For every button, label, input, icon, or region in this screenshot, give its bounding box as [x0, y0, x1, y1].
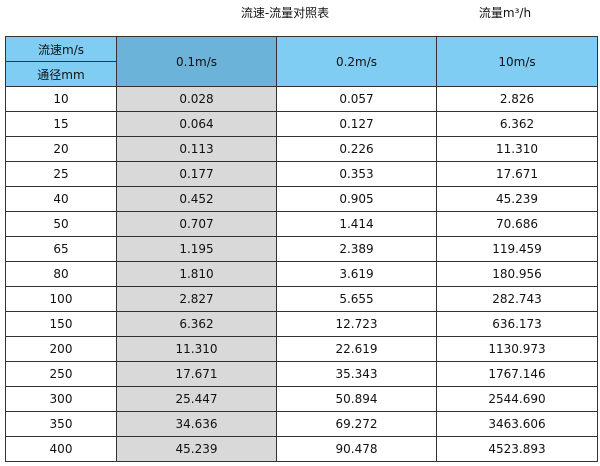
flow-cell: 45.239 [436, 186, 598, 212]
table-row: 150 6.362 12.723 636.173 [5, 311, 598, 337]
flow-cell: 34.636 [116, 411, 277, 437]
diameter-cell: 400 [5, 436, 117, 462]
flow-cell: 12.723 [276, 311, 437, 337]
flow-cell: 0.452 [116, 186, 277, 212]
flow-cell: 50.894 [276, 386, 437, 412]
table-row: 100 2.827 5.655 282.743 [5, 286, 598, 312]
diameter-cell: 250 [5, 361, 117, 387]
velocity-header: 流速m/s [5, 36, 117, 62]
flow-cell: 69.272 [276, 411, 437, 437]
flow-cell: 4523.893 [436, 436, 598, 462]
table-row: 25 0.177 0.353 17.671 [5, 161, 598, 187]
flow-cell: 6.362 [436, 111, 598, 137]
flow-cell: 5.655 [276, 286, 437, 312]
flow-cell: 2.389 [276, 236, 437, 262]
flow-cell: 17.671 [436, 161, 598, 187]
flow-cell: 282.743 [436, 286, 598, 312]
flow-cell: 1.414 [276, 211, 437, 237]
table-row: 50 0.707 1.414 70.686 [5, 211, 598, 237]
diameter-cell: 150 [5, 311, 117, 337]
flow-cell: 2.826 [436, 86, 598, 112]
table-row: 350 34.636 69.272 3463.606 [5, 411, 598, 437]
flow-cell: 0.057 [276, 86, 437, 112]
table-row: 200 11.310 22.619 1130.973 [5, 336, 598, 362]
table-row: 250 17.671 35.343 1767.146 [5, 361, 598, 387]
flow-cell: 11.310 [116, 336, 277, 362]
diameter-header: 通径mm [5, 61, 117, 87]
flow-cell: 636.173 [436, 311, 598, 337]
flow-cell: 0.707 [116, 211, 277, 237]
table-row: 20 0.113 0.226 11.310 [5, 136, 598, 162]
diameter-cell: 80 [5, 261, 117, 287]
diameter-cell: 100 [5, 286, 117, 312]
diameter-cell: 350 [5, 411, 117, 437]
flow-unit-label: 流量m³/h [478, 6, 532, 20]
flow-cell: 1.810 [116, 261, 277, 287]
column-header: 10m/s [436, 36, 598, 87]
flow-cell: 90.478 [276, 436, 437, 462]
flow-cell: 0.113 [116, 136, 277, 162]
flow-cell: 1130.973 [436, 336, 598, 362]
table-row: 15 0.064 0.127 6.362 [5, 111, 598, 137]
table-row: 80 1.810 3.619 180.956 [5, 261, 598, 287]
table-row: 40 0.452 0.905 45.239 [5, 186, 598, 212]
column-header: 0.1m/s [116, 36, 277, 87]
header-row: 流速m/s 0.1m/s 0.2m/s 10m/s [5, 36, 598, 87]
flow-cell: 0.353 [276, 161, 437, 187]
diameter-cell: 40 [5, 186, 117, 212]
flow-cell: 1767.146 [436, 361, 598, 387]
diameter-cell: 50 [5, 211, 117, 237]
velocity-flow-table: 流速m/s 0.1m/s 0.2m/s 10m/s 通径mm 10 0.028 0.… [5, 36, 598, 462]
diameter-cell: 65 [5, 236, 117, 262]
flow-cell: 45.239 [116, 436, 277, 462]
flow-cell: 2544.690 [436, 386, 598, 412]
table-title: 流速-流量对照表 [240, 6, 330, 20]
column-header: 0.2m/s [276, 36, 437, 87]
header-row: 通径mm [5, 61, 598, 87]
flow-cell: 0.127 [276, 111, 437, 137]
table-row: 300 25.447 50.894 2544.690 [5, 386, 598, 412]
flow-cell: 25.447 [116, 386, 277, 412]
diameter-cell: 20 [5, 136, 117, 162]
flow-cell: 0.905 [276, 186, 437, 212]
flow-cell: 22.619 [276, 336, 437, 362]
diameter-cell: 25 [5, 161, 117, 187]
flow-cell: 11.310 [436, 136, 598, 162]
table-row: 65 1.195 2.389 119.459 [5, 236, 598, 262]
diameter-cell: 300 [5, 386, 117, 412]
flow-cell: 1.195 [116, 236, 277, 262]
flow-cell: 3.619 [276, 261, 437, 287]
flow-cell: 119.459 [436, 236, 598, 262]
flow-cell: 3463.606 [436, 411, 598, 437]
flow-cell: 0.177 [116, 161, 277, 187]
diameter-cell: 200 [5, 336, 117, 362]
flow-cell: 180.956 [436, 261, 598, 287]
diameter-cell: 15 [5, 111, 117, 137]
flow-cell: 6.362 [116, 311, 277, 337]
flow-cell: 70.686 [436, 211, 598, 237]
flow-cell: 2.827 [116, 286, 277, 312]
flow-cell: 0.064 [116, 111, 277, 137]
flow-cell: 35.343 [276, 361, 437, 387]
table-row: 400 45.239 90.478 4523.893 [5, 436, 598, 462]
diameter-cell: 10 [5, 86, 117, 112]
table-row: 10 0.028 0.057 2.826 [5, 86, 598, 112]
flow-cell: 0.226 [276, 136, 437, 162]
flow-cell: 0.028 [116, 86, 277, 112]
flow-cell: 17.671 [116, 361, 277, 387]
